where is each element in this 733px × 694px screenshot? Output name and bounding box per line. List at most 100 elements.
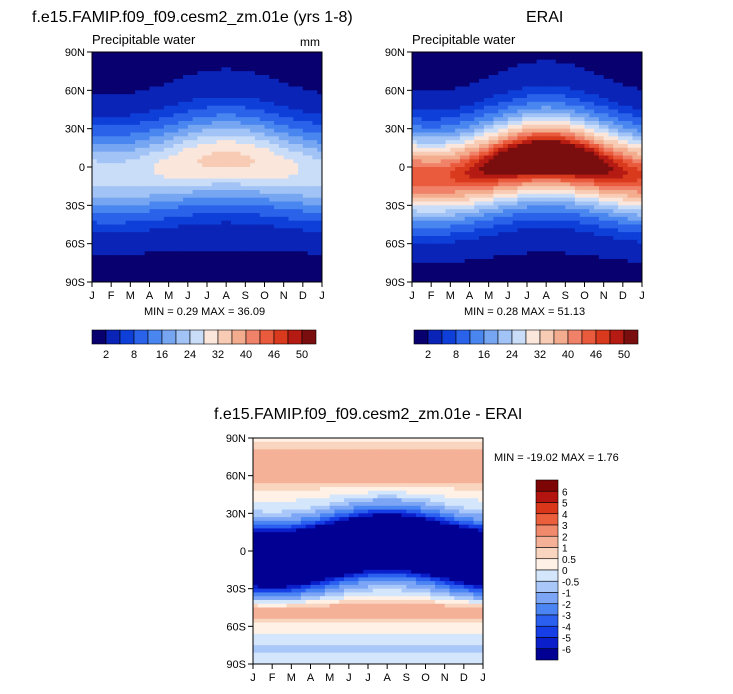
- model-cell: [269, 209, 275, 214]
- erai-cell: [541, 117, 547, 122]
- erai-cell: [594, 86, 600, 91]
- erai-cell: [546, 94, 552, 99]
- model-cell: [302, 75, 309, 80]
- erai-cell: [431, 186, 437, 191]
- erai-cell: [555, 98, 561, 103]
- model-cell: [139, 193, 146, 199]
- model-cell: [274, 159, 280, 164]
- erai-cell: [584, 205, 590, 210]
- erai-cell: [584, 151, 590, 156]
- erai-cell: [589, 205, 595, 210]
- model-cell: [274, 128, 280, 133]
- model-cell: [106, 71, 112, 76]
- erai-cell: [531, 98, 537, 103]
- erai-cell: [507, 140, 514, 145]
- model-cell: [302, 259, 309, 264]
- model-cell: [298, 109, 304, 114]
- model-cell: [197, 124, 203, 130]
- erai-cell: [517, 78, 523, 84]
- erai-cell: [622, 132, 629, 137]
- model-cell: [96, 239, 102, 245]
- model-cell: [163, 213, 170, 218]
- model-cell: [235, 101, 241, 107]
- model-cell: [207, 78, 213, 84]
- model-cell: [317, 251, 323, 256]
- erai-cell: [565, 59, 571, 64]
- erai-cell: [421, 109, 427, 114]
- model-cell: [216, 216, 222, 222]
- erai-cell: [555, 186, 561, 191]
- model-cell: [106, 213, 112, 218]
- model-cell: [202, 266, 208, 271]
- model-cell: [173, 121, 179, 126]
- erai-cell: [426, 86, 432, 91]
- model-cell: [240, 186, 246, 191]
- model-cell: [163, 167, 170, 172]
- model-cell: [187, 113, 194, 118]
- model-cell: [298, 67, 304, 72]
- model-cell: [312, 201, 318, 206]
- model-cell: [125, 236, 131, 241]
- model-cell: [139, 224, 146, 229]
- model-cell: [125, 270, 131, 275]
- erai-cell: [488, 63, 494, 68]
- erai-cell: [613, 82, 619, 87]
- erai-cell: [421, 163, 427, 168]
- erai-cell: [488, 128, 494, 133]
- erai-cell: [440, 186, 446, 191]
- model-cell: [278, 262, 285, 268]
- erai-cell: [445, 174, 451, 179]
- model-cell: [130, 63, 136, 68]
- erai-cell: [565, 163, 571, 168]
- erai-cell: [412, 159, 418, 164]
- erai-cell: [584, 63, 590, 68]
- model-cell: [274, 55, 280, 61]
- erai-cell: [498, 205, 504, 210]
- model-cell: [269, 201, 275, 206]
- erai-cell: [546, 52, 552, 57]
- model-cell: [101, 266, 107, 271]
- erai-cell: [431, 113, 437, 118]
- erai-cell: [512, 136, 518, 141]
- erai-cell: [488, 209, 494, 214]
- model-cell: [106, 182, 112, 187]
- model-cell: [293, 270, 299, 275]
- erai-cell: [412, 132, 418, 137]
- erai-cell: [546, 71, 552, 76]
- erai-cell: [522, 144, 528, 149]
- erai-cell: [627, 121, 633, 126]
- model-cell: [202, 270, 208, 275]
- model-cell: [187, 109, 194, 114]
- model-cell: [111, 243, 117, 248]
- model-cell: [135, 82, 141, 87]
- model-cell: [226, 251, 232, 256]
- model-cell: [283, 201, 289, 206]
- model-cell: [211, 247, 217, 252]
- model-cell: [240, 144, 246, 149]
- erai-cell: [637, 140, 643, 145]
- model-cell: [298, 98, 304, 103]
- model-cell: [139, 163, 146, 168]
- model-cell: [154, 216, 160, 222]
- erai-cell: [527, 190, 533, 195]
- model-cell: [192, 266, 198, 271]
- erai-cell: [435, 128, 442, 133]
- erai-cell: [570, 170, 576, 176]
- erai-cell: [493, 78, 499, 84]
- y-tick-label: 30N: [65, 124, 85, 136]
- model-cell: [259, 101, 265, 107]
- erai-cell: [455, 178, 461, 183]
- model-cell: [312, 155, 318, 160]
- model-cell: [139, 270, 146, 275]
- erai-cell: [421, 174, 427, 179]
- model-cell: [298, 55, 304, 61]
- erai-cell: [594, 105, 600, 110]
- erai-cell: [426, 75, 432, 80]
- erai-cell: [459, 101, 466, 107]
- erai-cell: [459, 174, 466, 179]
- model-cell: [221, 266, 227, 271]
- model-cell: [120, 251, 126, 256]
- erai-cell: [469, 155, 475, 160]
- model-cell: [312, 228, 318, 233]
- erai-cell: [479, 52, 485, 57]
